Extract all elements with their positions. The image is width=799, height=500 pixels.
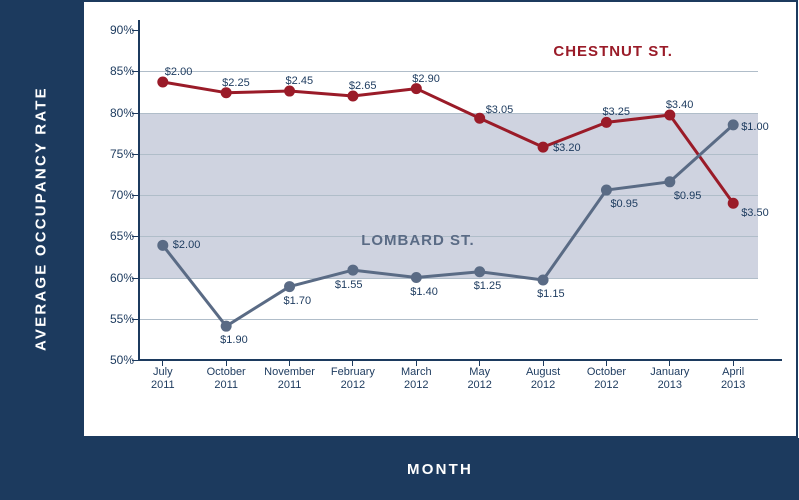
- data-point: [411, 84, 421, 94]
- plot-area: 50%55%60%65%70%75%80%85%90%July2011Octob…: [138, 30, 758, 360]
- point-label: $1.90: [220, 334, 248, 346]
- point-label: $3.20: [553, 142, 581, 154]
- data-point: [411, 273, 421, 283]
- x-tick-mark: [352, 360, 353, 366]
- data-point: [221, 88, 231, 98]
- data-point: [475, 267, 485, 277]
- y-tick-label: 80%: [96, 106, 134, 120]
- point-label: $0.95: [610, 198, 638, 210]
- data-point: [601, 117, 611, 127]
- x-tick-mark: [289, 360, 290, 366]
- data-point: [538, 142, 548, 152]
- point-label: $2.25: [222, 77, 250, 89]
- point-label: $1.55: [335, 279, 363, 291]
- data-point: [158, 240, 168, 250]
- y-axis-title: AVERAGE OCCUPANCY RATE: [0, 0, 82, 438]
- x-tick-mark: [416, 360, 417, 366]
- y-tick-label: 90%: [96, 23, 134, 37]
- data-point: [475, 113, 485, 123]
- data-point: [665, 110, 675, 120]
- data-point: [601, 185, 611, 195]
- data-point: [285, 86, 295, 96]
- x-tick-mark: [543, 360, 544, 366]
- x-tick-label: November2011: [258, 366, 322, 392]
- point-label: $3.40: [666, 99, 694, 111]
- point-label: $0.95: [674, 190, 702, 202]
- x-tick-mark: [733, 360, 734, 366]
- y-tick-label: 75%: [96, 147, 134, 161]
- point-label: $3.25: [602, 106, 630, 118]
- x-tick-label: October2011: [194, 366, 258, 392]
- x-tick-label: July2011: [131, 366, 195, 392]
- plot-frame: 50%55%60%65%70%75%80%85%90%July2011Octob…: [82, 0, 798, 438]
- data-point: [538, 275, 548, 285]
- x-tick-mark: [669, 360, 670, 366]
- point-label: $2.65: [349, 80, 377, 92]
- point-label: $1.40: [410, 286, 438, 298]
- x-axis-title: MONTH: [82, 438, 798, 500]
- point-label: $2.00: [165, 66, 193, 78]
- data-point: [285, 282, 295, 292]
- y-tick-label: 55%: [96, 312, 134, 326]
- x-tick-label: April2013: [701, 366, 765, 392]
- y-tick-label: 70%: [96, 188, 134, 202]
- data-point: [348, 91, 358, 101]
- chart-container: AVERAGE OCCUPANCY RATE MONTH 50%55%60%65…: [0, 0, 799, 500]
- x-tick-label: January2013: [638, 366, 702, 392]
- x-tick-mark: [162, 360, 163, 366]
- x-tick-label: August2012: [511, 366, 575, 392]
- data-point: [348, 265, 358, 275]
- data-point: [728, 198, 738, 208]
- data-point: [665, 177, 675, 187]
- point-label: $2.90: [412, 73, 440, 85]
- point-label: $2.45: [286, 75, 314, 87]
- y-tick-label: 65%: [96, 229, 134, 243]
- point-label: $2.00: [173, 239, 201, 251]
- data-point: [158, 77, 168, 87]
- point-label: $1.15: [537, 288, 565, 300]
- x-tick-label: October2012: [574, 366, 638, 392]
- x-tick-label: May2012: [448, 366, 512, 392]
- x-tick-mark: [606, 360, 607, 366]
- y-tick-label: 85%: [96, 64, 134, 78]
- series-label: LOMBARD ST.: [361, 232, 475, 249]
- point-label: $3.50: [741, 207, 769, 219]
- series-line: [163, 125, 733, 326]
- y-tick-label: 50%: [96, 353, 134, 367]
- series-label: CHESTNUT ST.: [553, 43, 673, 60]
- y-tick-label: 60%: [96, 271, 134, 285]
- x-tick-label: March2012: [384, 366, 448, 392]
- x-tick-mark: [226, 360, 227, 366]
- point-label: $1.70: [284, 295, 312, 307]
- x-tick-label: February2012: [321, 366, 385, 392]
- point-label: $1.00: [741, 121, 769, 133]
- data-point: [728, 120, 738, 130]
- x-tick-mark: [479, 360, 480, 366]
- data-point: [221, 321, 231, 331]
- point-label: $1.25: [474, 280, 502, 292]
- point-label: $3.05: [486, 104, 514, 116]
